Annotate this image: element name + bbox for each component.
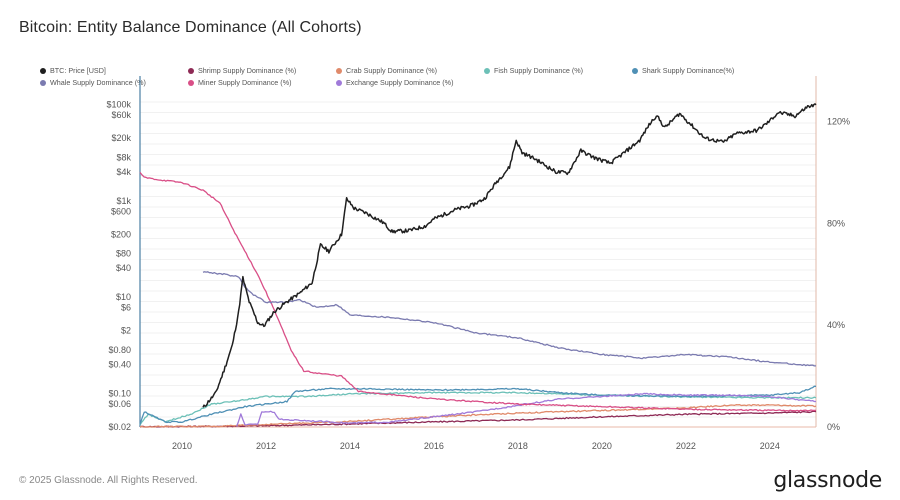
- legend-swatch: [188, 79, 194, 86]
- legend-item-miner[interactable]: Miner Supply Dominance (%): [188, 78, 291, 87]
- series-line-exchange-supply-dominance: [235, 392, 816, 427]
- y-left-tick-label: $0.02: [108, 422, 131, 432]
- legend-label: Whale Supply Dominance (%): [50, 78, 146, 87]
- y-right-tick-label: 120%: [827, 116, 850, 126]
- legend-item-shark[interactable]: Shark Supply Dominance(%): [632, 66, 734, 75]
- legend-swatch: [40, 67, 46, 74]
- series-line-shrimp-supply-dominance: [139, 410, 817, 428]
- legend-item-shrimp[interactable]: Shrimp Supply Dominance (%): [188, 66, 296, 75]
- glassnode-logo: glassnode: [773, 468, 882, 493]
- legend-label: Crab Supply Dominance (%): [346, 66, 438, 75]
- y-left-tick-label: $600: [111, 206, 131, 216]
- legend-label: BTC: Price [USD]: [50, 66, 106, 75]
- series-line-btc-price-usd: [202, 103, 817, 408]
- legend-swatch: [188, 67, 194, 74]
- y-left-tick-label: $100k: [106, 99, 131, 109]
- series-line-shark-supply-dominance: [139, 385, 816, 425]
- x-tick-label: 2024: [760, 441, 780, 451]
- legend-label: Fish Supply Dominance (%): [494, 66, 584, 75]
- chart-title: Bitcoin: Entity Balance Dominance (All C…: [19, 19, 362, 36]
- series-line-crab-supply-dominance: [139, 403, 817, 428]
- y-left-tick-label: $0.80: [108, 345, 131, 355]
- legend-swatch: [336, 67, 342, 74]
- legend-label: Exchange Supply Dominance (%): [346, 78, 454, 87]
- y-left-tick-label: $200: [111, 229, 131, 239]
- copyright-text: © 2025 Glassnode. All Rights Reserved.: [19, 475, 198, 486]
- y-left-tick-label: $1k: [116, 196, 131, 206]
- y-right-tick-label: 40%: [827, 320, 845, 330]
- x-tick-label: 2016: [424, 441, 444, 451]
- x-tick-label: 2010: [172, 441, 192, 451]
- x-tick-label: 2020: [592, 441, 612, 451]
- y-left-tick-label: $2: [121, 326, 131, 336]
- legend-item-fish[interactable]: Fish Supply Dominance (%): [484, 66, 583, 75]
- series-line-miner-supply-dominance: [139, 171, 816, 412]
- legend-item-crab[interactable]: Crab Supply Dominance (%): [336, 66, 437, 75]
- series-line-whale-supply-dominance: [202, 271, 816, 367]
- y-left-tick-label: $0.10: [108, 388, 131, 398]
- x-tick-label: 2012: [256, 441, 276, 451]
- y-left-tick-label: $20k: [111, 133, 131, 143]
- y-left-tick-label: $60k: [111, 110, 131, 120]
- y-left-tick-label: $8k: [116, 152, 131, 162]
- y-right-tick-label: 80%: [827, 218, 845, 228]
- legend-item-btc-price[interactable]: BTC: Price [USD]: [40, 66, 106, 75]
- x-tick-label: 2022: [676, 441, 696, 451]
- legend-swatch: [484, 67, 490, 74]
- x-tick-label: 2018: [508, 441, 528, 451]
- legend-swatch: [632, 67, 638, 74]
- series-line-fish-supply-dominance: [139, 391, 817, 426]
- legend-label: Shark Supply Dominance(%): [642, 66, 735, 75]
- y-left-tick-label: $80: [116, 249, 131, 259]
- legend-swatch: [40, 79, 46, 86]
- y-left-tick-label: $0.06: [108, 399, 131, 409]
- y-left-tick-label: $0.40: [108, 359, 131, 369]
- y-left-tick-label: $4k: [116, 167, 131, 177]
- legend-item-exchange[interactable]: Exchange Supply Dominance (%): [336, 78, 453, 87]
- y-left-tick-label: $10: [116, 292, 131, 302]
- legend-item-whale[interactable]: Whale Supply Dominance (%): [40, 78, 146, 87]
- y-left-tick-label: $6: [121, 303, 131, 313]
- y-right-tick-label: 0%: [827, 422, 840, 432]
- legend-label: Shrimp Supply Dominance (%): [198, 66, 297, 75]
- legend-label: Miner Supply Dominance (%): [198, 78, 292, 87]
- x-tick-label: 2014: [340, 441, 360, 451]
- legend-swatch: [336, 79, 342, 86]
- y-left-tick-label: $40: [116, 263, 131, 273]
